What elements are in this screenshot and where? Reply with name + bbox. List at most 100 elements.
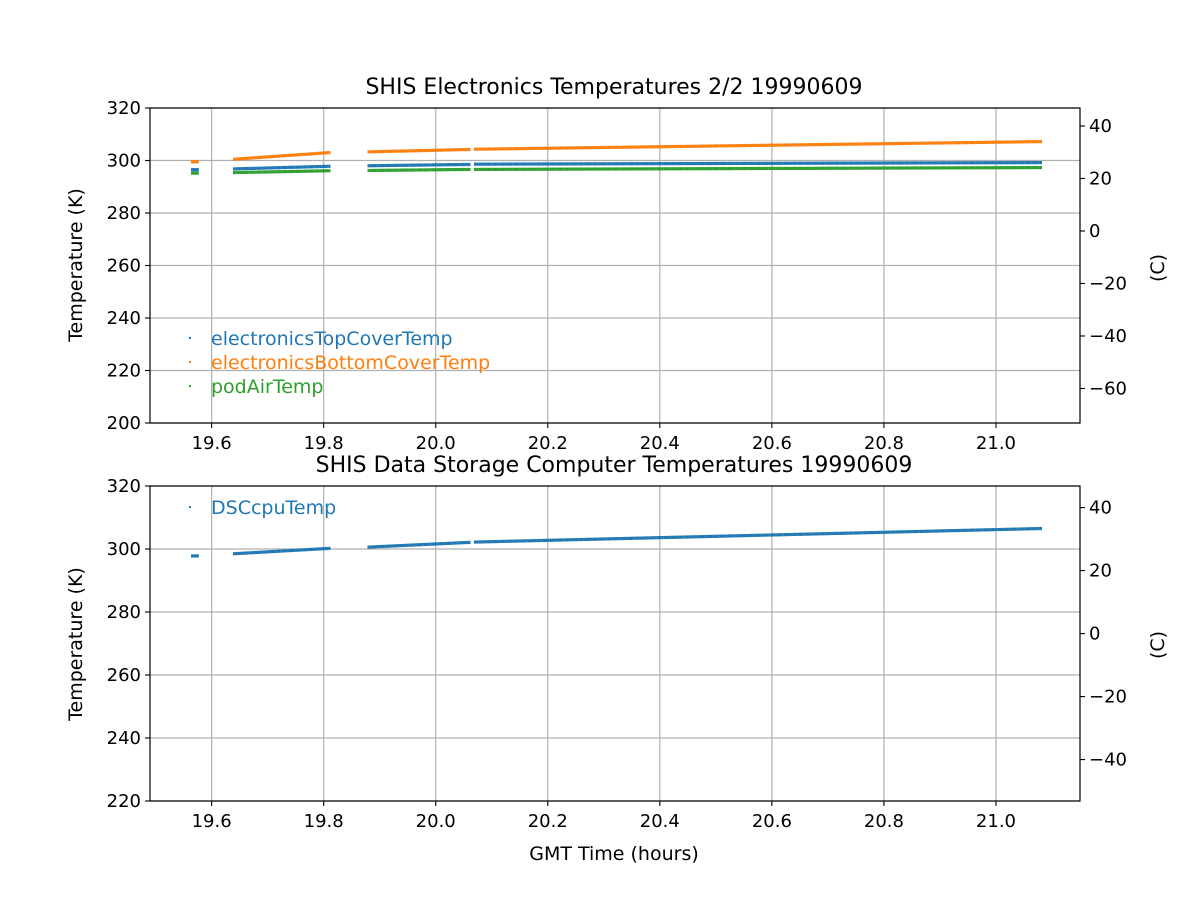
data-point [319, 547, 322, 551]
data-point [923, 141, 926, 145]
data-point [233, 157, 236, 161]
data-point [990, 166, 993, 170]
data-point [521, 167, 524, 171]
data-point [764, 166, 767, 171]
data-point [1013, 527, 1017, 531]
data-point [725, 161, 728, 166]
data-point [609, 537, 612, 541]
data-point [308, 547, 311, 552]
data-point [925, 161, 928, 165]
data-point [1035, 527, 1038, 531]
data-point [495, 147, 498, 151]
data-point [466, 162, 469, 167]
x-tick-label: 20.8 [864, 811, 904, 832]
data-point [742, 166, 746, 171]
data-point [912, 141, 916, 145]
data-point [882, 142, 885, 146]
data-point [828, 142, 832, 147]
data-point [367, 150, 370, 154]
data-point [955, 141, 959, 145]
data-point [887, 142, 890, 146]
data-point [639, 162, 642, 166]
data-point [241, 170, 244, 175]
data-point [751, 161, 754, 166]
data-point [414, 149, 417, 153]
data-point [914, 141, 918, 145]
data-point [708, 534, 711, 539]
data-point [598, 162, 601, 166]
data-point [867, 161, 870, 165]
data-point [397, 163, 400, 167]
data-point [386, 163, 390, 168]
data-point [824, 161, 827, 165]
data-point [835, 142, 838, 146]
data-point [917, 161, 920, 165]
data-point [473, 162, 477, 166]
data-point [938, 529, 941, 533]
data-point [643, 145, 647, 149]
data-point [966, 166, 969, 170]
data-point [319, 164, 322, 169]
data-point [446, 541, 450, 545]
series-electronicsBottomCoverTemp [191, 140, 1042, 164]
data-point [859, 531, 862, 535]
data-point [532, 146, 535, 151]
data-point [401, 543, 405, 548]
data-point [826, 532, 829, 536]
data-point [482, 167, 485, 171]
data-point [486, 162, 490, 166]
data-point [491, 540, 494, 544]
data-point [1005, 140, 1008, 144]
data-point [254, 166, 257, 170]
data-point [486, 167, 490, 171]
data-point [416, 149, 420, 153]
data-point [712, 161, 715, 166]
data-point [501, 167, 505, 171]
data-point [910, 141, 913, 145]
data-point [382, 168, 385, 172]
data-point [421, 168, 424, 172]
data-point [699, 144, 703, 148]
data-point [246, 170, 249, 174]
data-point [592, 146, 595, 150]
data-point [534, 162, 537, 166]
data-point [667, 145, 670, 149]
data-point [962, 141, 965, 145]
data-point [932, 166, 935, 170]
data-point [304, 169, 307, 173]
data-point [489, 540, 492, 544]
legend-label: podAirTemp [211, 376, 323, 398]
data-point [936, 166, 939, 170]
data-point [501, 539, 505, 544]
data-point [196, 168, 199, 172]
data-point [600, 162, 604, 166]
data-point [519, 539, 522, 543]
data-point [293, 548, 296, 552]
data-point [751, 533, 754, 538]
data-point [736, 166, 739, 171]
data-point [1029, 140, 1032, 144]
data-point [319, 169, 322, 173]
data-point [940, 529, 944, 533]
data-point [936, 529, 939, 533]
data-point [923, 161, 926, 165]
data-point [297, 548, 301, 552]
data-point [968, 140, 971, 145]
data-point [646, 162, 649, 166]
data-point [674, 535, 677, 539]
data-point [635, 145, 638, 149]
data-point [461, 162, 465, 167]
data-point [848, 531, 851, 535]
data-point [897, 166, 900, 170]
data-point [269, 166, 273, 170]
data-point [816, 143, 819, 147]
data-point [570, 162, 573, 166]
data-point [757, 143, 761, 147]
data-point [968, 166, 971, 170]
data-point [1024, 161, 1027, 165]
data-point [656, 145, 660, 149]
data-point [376, 164, 379, 168]
data-point [501, 162, 505, 166]
data-point [930, 161, 933, 165]
data-point [973, 166, 976, 170]
